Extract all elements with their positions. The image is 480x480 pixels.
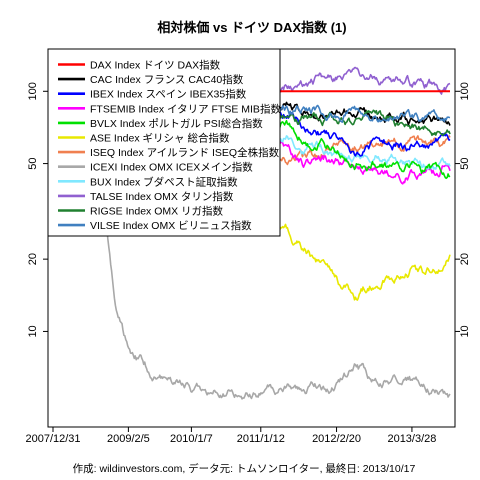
chart-caption: 作成: wildinvestors.com, データ元: トムソンロイター, 最… [73,462,416,475]
legend-label-2: IBEX Index スペイン IBEX35指数 [90,88,247,101]
chart-title: 相対株価 vs ドイツ DAX指数 (1) [157,20,346,35]
legend-label-8: BUX Index ブダペスト証取指数 [90,175,238,188]
legend-box [47,48,281,237]
legend-label-9: TALSE Index OMX タリン指数 [90,190,234,203]
legend-label-3: FTSEMIB Index イタリア FTSE MIB指数 [90,102,281,115]
y-tick-label-left: 100 [27,82,39,100]
x-tick-label: 2010/1/7 [170,433,213,445]
y-tick-label-right: 10 [459,325,471,337]
y-tick-label-left: 20 [27,253,39,265]
x-tick-label: 2009/2/5 [107,433,150,445]
y-tick-label-left: 10 [27,325,39,337]
series-line-7 [52,90,451,400]
legend-label-11: VILSE Index OMX ビリニュス指数 [90,219,252,232]
axis-layer: 10 10 20 20 50 50 100 100 2007/12/31 2009/2/5 2010… [25,82,471,445]
x-tick-label: 2011/1/12 [237,433,285,445]
legend-label-4: BVLX Index ポルトガル PSI総合指数 [90,117,263,130]
legend-label-1: CAC Index フランス CAC40指数 [90,73,244,86]
y-tick-label-left: 50 [27,157,39,169]
x-tick-label: 2012/2/20 [312,433,361,445]
y-tick-label-right: 100 [459,82,471,100]
legend-label-5: ASE Index ギリシャ 総合指数 [90,132,230,145]
y-tick-label-right: 20 [459,253,471,265]
legend-label-6: ISEQ Index アイルランド ISEQ全株指数 [90,146,280,159]
y-tick-label-right: 50 [459,157,471,169]
legend-label-0: DAX Index ドイツ DAX指数 [90,59,221,72]
legend-label-10: RIGSE Index OMX リガ指数 [90,205,224,218]
legend-label-7: ICEXI Index OMX ICEXメイン指数 [90,161,253,174]
x-tick-label: 2013/3/28 [387,433,436,445]
x-tick-label: 2007/12/31 [25,433,80,445]
